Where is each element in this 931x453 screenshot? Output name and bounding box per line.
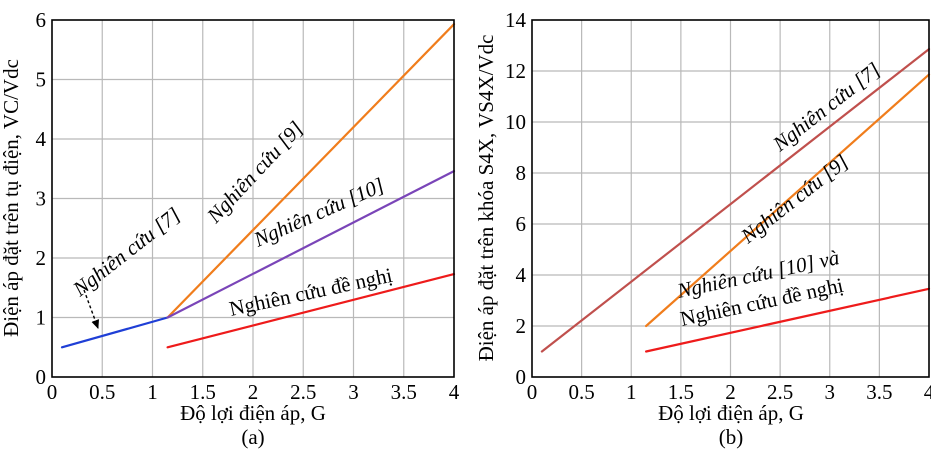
chart-a-y-tick-label: 4: [36, 127, 47, 151]
chart-a-y-tick-label: 1: [36, 306, 47, 330]
chart-b-y-tick-label: 6: [516, 212, 527, 236]
chart-b-annotation-ref9: Nghiên cứu [9]: [736, 149, 853, 248]
chart-b-y-tick-label: 2: [516, 314, 527, 338]
chart-b-x-tick-label: 0: [527, 380, 538, 404]
chart-b-x-tick-label: 1: [626, 380, 637, 404]
chart-b-grid: [532, 20, 929, 377]
chart-a-grid: [52, 20, 454, 377]
chart-b-y-tick-label: 0: [516, 365, 527, 389]
chart-b-y-tick-label: 10: [505, 110, 526, 134]
chart-a-y-tick-label: 0: [36, 365, 47, 389]
chart-a-x-tick-label: 3: [348, 380, 359, 404]
chart-a-y-tick-label: 5: [36, 68, 47, 92]
chart-a: 0 0.5 1 1.5 2 2.5 3 3.5 4 0 1 2 3 4 5 6 Nghiên cứu [7]…: [0, 8, 460, 449]
chart-a-y-tick-label: 6: [36, 8, 47, 32]
chart-b-x-tick-label: 2: [725, 380, 736, 404]
chart-b-y-tick-label: 4: [516, 263, 527, 287]
chart-b-x-tick-label: 3.5: [866, 380, 892, 404]
chart-b-annotation-ref7: Nghiên cứu [7]: [768, 57, 885, 156]
chart-b-x-tick-label: 4: [924, 380, 931, 404]
chart-a-x-tick-label: 2.5: [290, 380, 316, 404]
chart-b: 0 0.5 1 1.5 2 2.5 3 3.5 4 0 2 4 6 8 10 12 14 Nghiên cứu…: [474, 8, 931, 449]
chart-a-series-line-3: [166, 170, 456, 319]
chart-b-y-tick-label: 14: [505, 8, 527, 32]
chart-a-x-tick-label: 1: [147, 380, 158, 404]
chart-a-caption: (a): [241, 425, 264, 449]
chart-b-x-tick-label: 2.5: [767, 380, 793, 404]
chart-a-x-tick-label: 1.5: [190, 380, 216, 404]
chart-a-series-line-4: [166, 273, 456, 349]
chart-a-y-ticks: 0 1 2 3 4 5 6: [36, 8, 47, 389]
chart-b-y-ticks: 0 2 4 6 8 10 12 14: [505, 8, 527, 389]
chart-b-caption: (b): [719, 425, 744, 449]
chart-b-series-line-2: [644, 73, 931, 328]
chart-b-x-tick-label: 1.5: [668, 380, 694, 404]
chart-a-x-tick-label: 2: [248, 380, 259, 404]
chart-a-annotation-ref7: Nghiên cứu [7]: [68, 202, 185, 301]
chart-b-series-line-1: [540, 47, 931, 353]
chart-b-series-line-3: [644, 287, 931, 353]
chart-b-y-axis-label: Điện áp đặt trên khóa S4X, VS4X/Vdc: [474, 35, 498, 362]
chart-a-plot-frame: [51, 19, 455, 378]
chart-a-y-tick-label: 2: [36, 246, 47, 270]
chart-b-x-tick-label: 0.5: [569, 380, 595, 404]
chart-a-y-axis-label: Điện áp đặt trên tụ điện, VC/Vdc: [0, 59, 23, 337]
chart-a-series-line-1: [60, 316, 169, 349]
chart-a-x-tick-label: 0.5: [89, 380, 115, 404]
chart-a-lines: [60, 23, 456, 349]
chart-a-x-tick-label: 0: [47, 380, 58, 404]
chart-a-y-tick-label: 3: [36, 187, 47, 211]
chart-b-x-tick-label: 3: [825, 380, 836, 404]
chart-a-x-axis-label: Độ lợi điện áp, G: [180, 401, 326, 425]
chart-b-y-tick-label: 8: [516, 161, 527, 185]
chart-b-y-tick-label: 12: [505, 59, 526, 83]
chart-b-x-ticks: 0 0.5 1 1.5 2 2.5 3 3.5 4: [527, 380, 931, 404]
chart-b-x-axis-label: Độ lợi điện áp, G: [658, 401, 804, 425]
chart-a-series-line-2: [166, 23, 456, 319]
chart-b-lines: [540, 47, 931, 353]
chart-a-annotation-arrow: [83, 289, 99, 329]
chart-a-x-tick-label: 4: [449, 380, 460, 404]
chart-a-x-ticks: 0 0.5 1 1.5 2 2.5 3 3.5 4: [47, 380, 460, 404]
chart-b-plot-frame: [531, 19, 930, 378]
chart-a-annotation-proposed: Nghiên cứu đề nghị: [227, 263, 394, 321]
chart-a-x-tick-label: 3.5: [391, 380, 417, 404]
